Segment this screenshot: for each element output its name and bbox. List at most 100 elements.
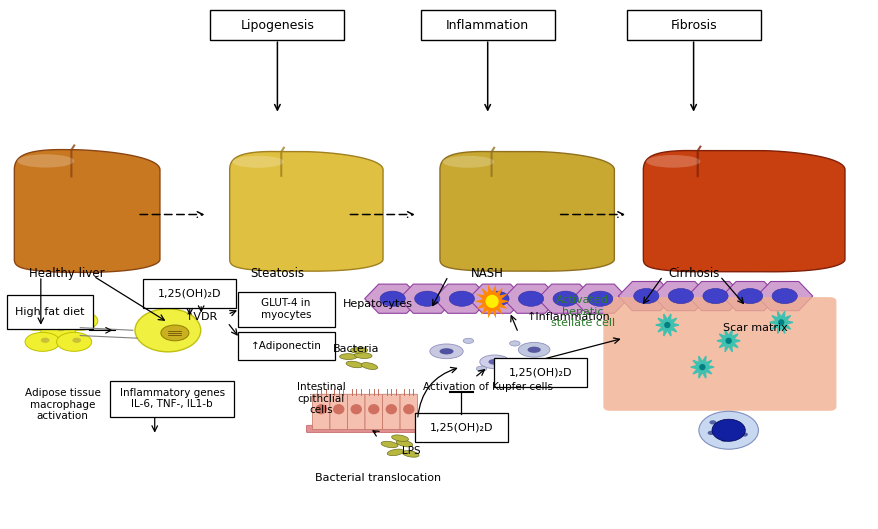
Ellipse shape	[645, 155, 700, 168]
Ellipse shape	[711, 419, 745, 441]
Ellipse shape	[442, 156, 493, 168]
Ellipse shape	[19, 312, 54, 330]
Ellipse shape	[518, 291, 543, 306]
Ellipse shape	[56, 326, 65, 331]
Ellipse shape	[34, 316, 43, 322]
Text: Fibrosis: Fibrosis	[670, 19, 716, 32]
Polygon shape	[655, 314, 678, 336]
Text: Adipose tissue
macrophage
activation: Adipose tissue macrophage activation	[25, 388, 101, 422]
Ellipse shape	[25, 332, 60, 351]
Ellipse shape	[402, 451, 418, 458]
Text: ↑Inflammation: ↑Inflammation	[527, 312, 610, 322]
Ellipse shape	[395, 441, 413, 446]
Ellipse shape	[349, 348, 367, 353]
Ellipse shape	[633, 288, 658, 304]
Ellipse shape	[368, 404, 379, 414]
Ellipse shape	[777, 319, 783, 325]
Ellipse shape	[509, 341, 520, 346]
Ellipse shape	[346, 361, 363, 368]
FancyBboxPatch shape	[421, 11, 554, 40]
Ellipse shape	[429, 344, 463, 359]
Ellipse shape	[386, 450, 404, 455]
Ellipse shape	[333, 404, 344, 414]
FancyBboxPatch shape	[626, 11, 759, 40]
Ellipse shape	[707, 431, 714, 435]
Ellipse shape	[552, 291, 578, 306]
Text: Scar matrix: Scar matrix	[722, 323, 787, 333]
Ellipse shape	[161, 325, 189, 341]
Ellipse shape	[439, 348, 453, 354]
Ellipse shape	[62, 312, 97, 330]
Text: 1,25(OH)₂D: 1,25(OH)₂D	[158, 288, 221, 298]
Ellipse shape	[232, 156, 284, 168]
Ellipse shape	[18, 154, 74, 168]
FancyBboxPatch shape	[493, 358, 586, 387]
FancyBboxPatch shape	[237, 292, 335, 326]
Ellipse shape	[56, 332, 91, 351]
Ellipse shape	[414, 291, 439, 306]
Ellipse shape	[354, 353, 371, 359]
Ellipse shape	[740, 432, 747, 436]
Text: ↑Adiponectin: ↑Adiponectin	[250, 341, 321, 351]
FancyBboxPatch shape	[111, 381, 234, 416]
Ellipse shape	[667, 288, 693, 304]
Polygon shape	[769, 312, 792, 333]
Ellipse shape	[56, 311, 65, 315]
Polygon shape	[690, 356, 713, 378]
Text: Steatosis: Steatosis	[250, 267, 304, 280]
Ellipse shape	[40, 305, 76, 324]
Ellipse shape	[350, 404, 362, 414]
FancyBboxPatch shape	[399, 394, 417, 430]
Polygon shape	[716, 330, 739, 352]
Ellipse shape	[698, 364, 705, 370]
Ellipse shape	[385, 404, 397, 414]
Text: High fat diet: High fat diet	[15, 307, 84, 317]
Ellipse shape	[720, 437, 727, 442]
Ellipse shape	[315, 404, 327, 414]
Ellipse shape	[488, 359, 500, 364]
Text: Inflammation: Inflammation	[446, 19, 529, 32]
Ellipse shape	[379, 291, 405, 306]
Polygon shape	[440, 151, 614, 271]
Ellipse shape	[527, 346, 540, 353]
FancyBboxPatch shape	[143, 279, 236, 308]
Text: Lipogenesis: Lipogenesis	[241, 19, 314, 32]
Text: Intestinal
cpithclial
cells: Intestinal cpithclial cells	[297, 382, 345, 415]
Ellipse shape	[360, 363, 378, 369]
Ellipse shape	[724, 338, 731, 344]
Ellipse shape	[391, 435, 408, 441]
Ellipse shape	[78, 316, 87, 322]
Ellipse shape	[40, 338, 49, 343]
Ellipse shape	[403, 404, 414, 414]
Text: ↑VDR: ↑VDR	[184, 312, 218, 322]
Ellipse shape	[771, 288, 796, 304]
FancyBboxPatch shape	[210, 11, 344, 40]
FancyBboxPatch shape	[306, 425, 423, 433]
FancyBboxPatch shape	[602, 297, 836, 411]
FancyBboxPatch shape	[382, 394, 399, 430]
Text: Hepatocytes: Hepatocytes	[342, 299, 413, 309]
Ellipse shape	[518, 342, 550, 357]
Text: Bacteria: Bacteria	[333, 344, 379, 354]
Ellipse shape	[463, 338, 473, 343]
FancyBboxPatch shape	[237, 332, 335, 360]
Ellipse shape	[485, 295, 498, 308]
Polygon shape	[474, 285, 509, 318]
Polygon shape	[14, 150, 160, 272]
Text: Inflammatory genes
IL-6, TNF-, IL1-b: Inflammatory genes IL-6, TNF-, IL1-b	[119, 388, 225, 409]
FancyBboxPatch shape	[364, 394, 382, 430]
FancyBboxPatch shape	[414, 413, 507, 442]
Ellipse shape	[381, 441, 397, 448]
Ellipse shape	[709, 420, 716, 424]
Ellipse shape	[135, 309, 200, 352]
FancyBboxPatch shape	[347, 394, 364, 430]
Text: Cirrhosis: Cirrhosis	[667, 267, 718, 280]
Ellipse shape	[698, 412, 758, 449]
Text: Activation of Kupfer cells: Activation of Kupfer cells	[422, 381, 552, 391]
Text: 1,25(OH)₂D: 1,25(OH)₂D	[429, 423, 493, 433]
Ellipse shape	[479, 355, 509, 369]
Ellipse shape	[733, 422, 740, 426]
Ellipse shape	[702, 288, 727, 304]
Ellipse shape	[476, 366, 486, 371]
Ellipse shape	[737, 288, 762, 304]
